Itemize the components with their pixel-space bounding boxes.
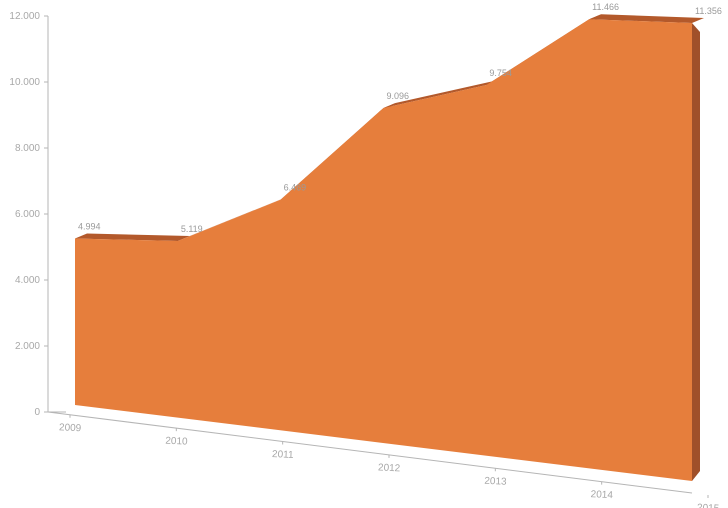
data-label: 6.469 xyxy=(284,183,307,193)
y-axis-ticks: 0 2.000 4.000 6.000 8.000 10.000 12.000 xyxy=(9,11,48,418)
area-top-segment xyxy=(589,14,704,23)
y-tick-label: 6.000 xyxy=(15,209,40,220)
area-front-face xyxy=(75,19,692,482)
y-tick-label: 12.000 xyxy=(9,11,40,22)
x-tick-label: 2014 xyxy=(590,489,613,501)
area-top-segment xyxy=(383,80,499,108)
data-labels: 4.994 5.119 6.469 9.096 9.754 11.466 11.356 xyxy=(78,2,722,234)
y-tick-label: 0 xyxy=(34,407,40,418)
y-tick-label: 8.000 xyxy=(15,143,40,154)
area-series xyxy=(75,14,704,482)
area-right-side xyxy=(692,22,700,481)
x-axis-ticks: 2009 2010 2011 2012 2013 2014 2015 xyxy=(59,414,720,508)
area-top-segment xyxy=(177,194,293,242)
x-tick-label: 2011 xyxy=(272,449,294,461)
data-label: 4.994 xyxy=(78,222,101,232)
x-axis-line xyxy=(47,411,693,494)
data-label: 5.119 xyxy=(181,224,203,234)
x-tick-label: 2010 xyxy=(165,436,188,448)
area-top-segment xyxy=(75,233,190,242)
x-tick-label: 2009 xyxy=(59,422,82,434)
data-label: 11.356 xyxy=(695,6,722,16)
data-label: 9.754 xyxy=(489,68,512,78)
x-tick-label: 2012 xyxy=(378,462,401,474)
y-tick-label: 2.000 xyxy=(15,341,40,352)
x-tick-label: 2015 xyxy=(697,503,720,508)
data-label: 11.466 xyxy=(592,2,619,12)
y-tick-label: 4.000 xyxy=(15,275,40,286)
data-label: 9.096 xyxy=(387,91,410,101)
x-tick-label: 2013 xyxy=(484,476,507,488)
y-tick-label: 10.000 xyxy=(9,77,40,88)
